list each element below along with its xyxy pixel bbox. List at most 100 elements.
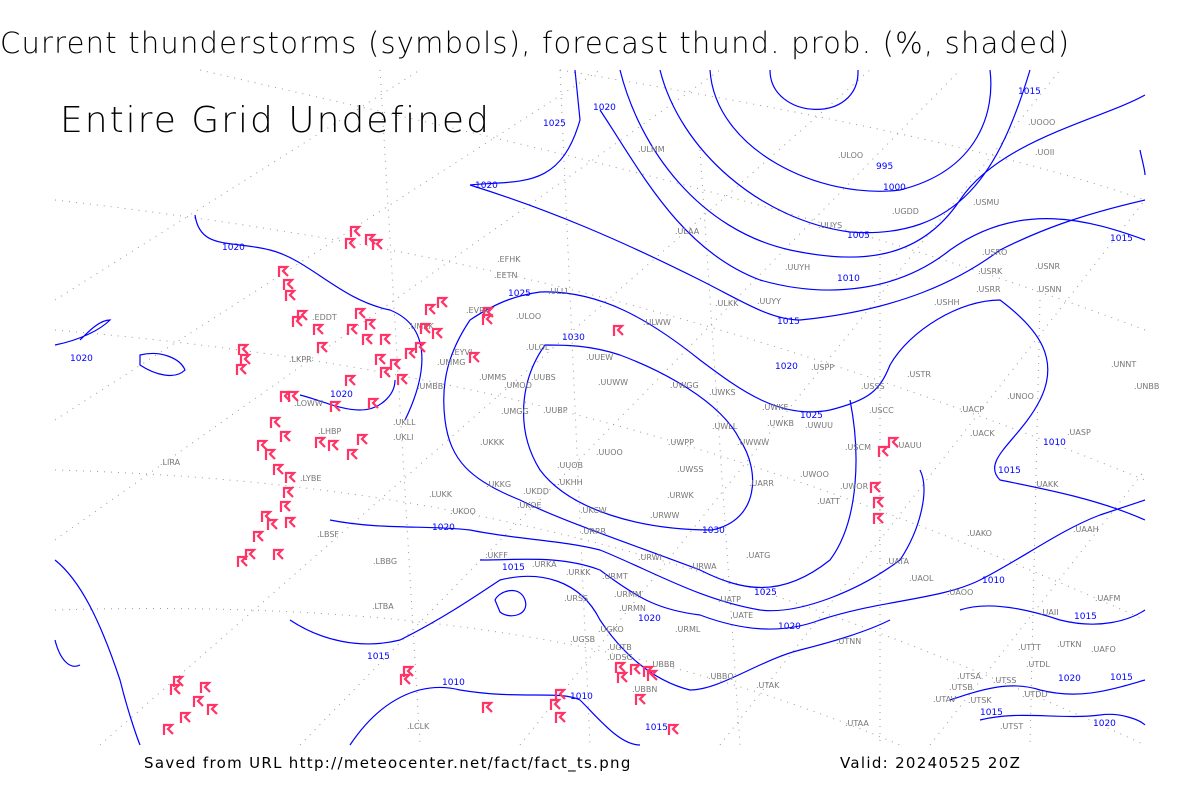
isobar-label: 1020 <box>593 103 616 113</box>
station-label: .UKKG <box>486 480 511 489</box>
thunderstorm-symbol-icon <box>344 237 357 249</box>
station-label: .UTST <box>1000 722 1023 731</box>
thunderstorm-symbol-icon <box>252 530 265 542</box>
station-label: .UTSK <box>968 696 992 705</box>
station-label: .USRO <box>982 248 1007 257</box>
thunderstorm-symbol-icon <box>481 313 494 325</box>
station-label: .UTNN <box>836 637 861 646</box>
thunderstorm-symbols <box>162 225 900 735</box>
station-label: .URKK <box>566 568 591 577</box>
station-label: .UUBS <box>531 373 556 382</box>
isobar-label: 1030 <box>702 526 725 536</box>
station-label: .UMOO <box>504 381 532 390</box>
station-label: .UTKN <box>1057 640 1082 649</box>
thunderstorm-symbol-icon <box>172 675 185 687</box>
thunderstorm-symbol-icon <box>371 238 384 250</box>
thunderstorm-symbol-icon <box>236 555 249 567</box>
station-label: .UATA <box>886 557 910 566</box>
station-label: .USCC <box>869 406 894 415</box>
isobars <box>54 69 1146 746</box>
station-label: .UACK <box>970 429 995 438</box>
station-label: .UOII <box>1035 148 1054 157</box>
station-label: .UAFM <box>1095 594 1120 603</box>
thunderstorm-symbol-icon <box>235 363 248 375</box>
station-label: .UNBB <box>1134 382 1159 391</box>
thunderstorm-symbol-icon <box>244 548 257 560</box>
isobar-label: 1015 <box>1110 234 1133 244</box>
thunderstorm-symbol-icon <box>642 665 655 677</box>
station-label: .UKOE <box>517 501 542 510</box>
isobar-label: 1015 <box>502 563 525 573</box>
station-label: .UAKK <box>1034 480 1059 489</box>
thunderstorm-symbol-icon <box>287 390 300 402</box>
station-label: .UMBB <box>417 382 443 391</box>
station-label: .USMU <box>973 198 999 207</box>
station-label: .UAOL <box>909 574 934 583</box>
isobar-label: 1010 <box>982 576 1005 586</box>
station-label: .URMT <box>602 572 628 581</box>
isobar-label: 1025 <box>508 289 531 299</box>
thunderstorm-symbol-icon <box>256 439 269 451</box>
thunderstorm-symbol-icon <box>616 671 629 683</box>
station-label: .UTSA <box>957 672 982 681</box>
thunderstorm-symbol-icon <box>284 289 297 301</box>
thunderstorm-symbol-icon <box>364 318 377 330</box>
thunderstorm-symbol-icon <box>282 486 295 498</box>
isobar-label: 1025 <box>754 588 777 598</box>
thunderstorm-symbol-icon <box>192 695 205 707</box>
thunderstorm-symbol-icon <box>634 693 647 705</box>
thunderstorm-symbol-icon <box>414 341 427 353</box>
station-label: .UNNT <box>1111 360 1136 369</box>
station-label: .UGDD <box>892 207 919 216</box>
station-label: .UKOO <box>450 507 476 516</box>
thunderstorm-symbol-icon <box>399 673 412 685</box>
isobar-label: 995 <box>876 162 893 172</box>
station-label: .USHH <box>934 298 960 307</box>
station-label: .UACP <box>960 405 984 414</box>
station-label: .UTSS <box>993 676 1016 685</box>
station-label: .UUEW <box>586 353 613 362</box>
station-label: .URWI <box>638 553 662 562</box>
station-label: .USCM <box>845 443 871 452</box>
station-label: .UUYS <box>818 221 842 230</box>
station-label: .UWKB <box>767 419 794 428</box>
isobar-label: 1030 <box>562 333 585 343</box>
thunderstorm-symbol-icon <box>629 663 642 675</box>
station-label: .URWK <box>667 491 695 500</box>
station-label: .USNR <box>1035 262 1060 271</box>
station-label: .UTDL <box>1026 660 1050 669</box>
thunderstorm-symbol-icon <box>291 315 304 327</box>
thunderstorm-symbol-icon <box>354 307 367 319</box>
isobar-labels: 1020 1025 1015 995 1000 1005 1010 1015 1020 1025 1… <box>70 87 1133 733</box>
station-label: .UNOO <box>1007 392 1034 401</box>
thunderstorm-symbol-icon <box>436 296 449 308</box>
thunderstorm-symbol-icon <box>199 681 212 693</box>
isobar-label: 1010 <box>837 274 860 284</box>
station-label: .UMMS <box>479 373 506 382</box>
thunderstorm-symbol-icon <box>367 397 380 409</box>
isobar-label: 1020 <box>222 243 245 253</box>
isobar-label: 1015 <box>998 466 1021 476</box>
isobar-label: 1015 <box>1110 673 1133 683</box>
isobar-label: 1020 <box>778 622 801 632</box>
thunderstorm-symbol-icon <box>612 324 625 336</box>
isobar-label: 1015 <box>367 652 390 662</box>
thunderstorm-symbol-icon <box>887 436 900 448</box>
isobar-label: 1020 <box>70 354 93 364</box>
thunderstorm-symbol-icon <box>356 433 369 445</box>
thunderstorm-symbol-icon <box>614 661 627 673</box>
station-label: .LCLK <box>407 722 430 731</box>
station-label: .USPP <box>811 363 834 372</box>
thunderstorm-symbol-icon <box>239 353 252 365</box>
station-label: .UATT <box>817 497 840 506</box>
isobar-label: 1010 <box>1043 438 1066 448</box>
station-label: .EFHK <box>497 255 521 264</box>
isobar-label: 1020 <box>475 181 498 191</box>
thunderstorm-symbol-icon <box>554 711 567 723</box>
station-label: .LYBE <box>300 474 321 483</box>
station-label: .URML <box>675 625 701 634</box>
station-label: .UAUU <box>896 441 922 450</box>
thunderstorm-symbol-icon <box>282 278 295 290</box>
thunderstorm-symbol-icon <box>482 306 495 318</box>
